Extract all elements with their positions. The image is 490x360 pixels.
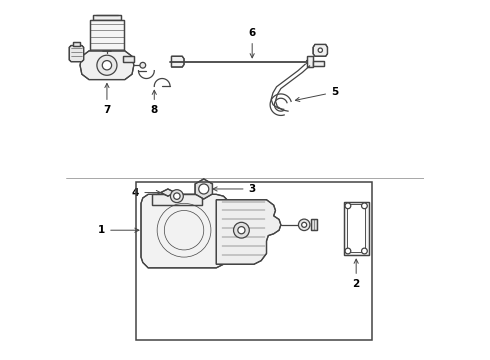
- Polygon shape: [347, 204, 366, 252]
- Circle shape: [298, 219, 310, 230]
- Polygon shape: [80, 51, 134, 80]
- Circle shape: [238, 226, 245, 234]
- Polygon shape: [161, 189, 175, 196]
- Circle shape: [234, 222, 249, 238]
- Text: 3: 3: [213, 184, 256, 194]
- Text: 8: 8: [150, 90, 158, 115]
- Polygon shape: [123, 56, 134, 62]
- Polygon shape: [313, 61, 324, 66]
- Text: 5: 5: [295, 87, 338, 102]
- Polygon shape: [93, 15, 122, 21]
- Text: 7: 7: [103, 84, 111, 115]
- Text: 1: 1: [98, 225, 139, 235]
- Circle shape: [140, 62, 146, 68]
- Polygon shape: [216, 200, 281, 264]
- Polygon shape: [343, 202, 368, 255]
- Text: 4: 4: [132, 188, 160, 198]
- Circle shape: [173, 193, 180, 199]
- Circle shape: [345, 203, 351, 209]
- Polygon shape: [90, 21, 124, 51]
- Polygon shape: [152, 194, 202, 205]
- Circle shape: [302, 222, 307, 227]
- Bar: [136, 182, 372, 339]
- Polygon shape: [73, 42, 80, 45]
- Circle shape: [102, 60, 112, 70]
- Text: 6: 6: [248, 28, 256, 58]
- Circle shape: [318, 48, 322, 52]
- Polygon shape: [307, 56, 313, 67]
- Polygon shape: [195, 179, 213, 199]
- Polygon shape: [69, 45, 84, 62]
- Polygon shape: [313, 44, 327, 56]
- Circle shape: [199, 184, 209, 194]
- Circle shape: [345, 248, 351, 254]
- Circle shape: [362, 248, 368, 254]
- Text: 2: 2: [352, 259, 360, 289]
- Circle shape: [171, 190, 183, 203]
- Circle shape: [362, 203, 368, 209]
- Polygon shape: [311, 220, 317, 230]
- Polygon shape: [141, 194, 229, 268]
- Circle shape: [97, 55, 117, 75]
- Polygon shape: [172, 56, 184, 67]
